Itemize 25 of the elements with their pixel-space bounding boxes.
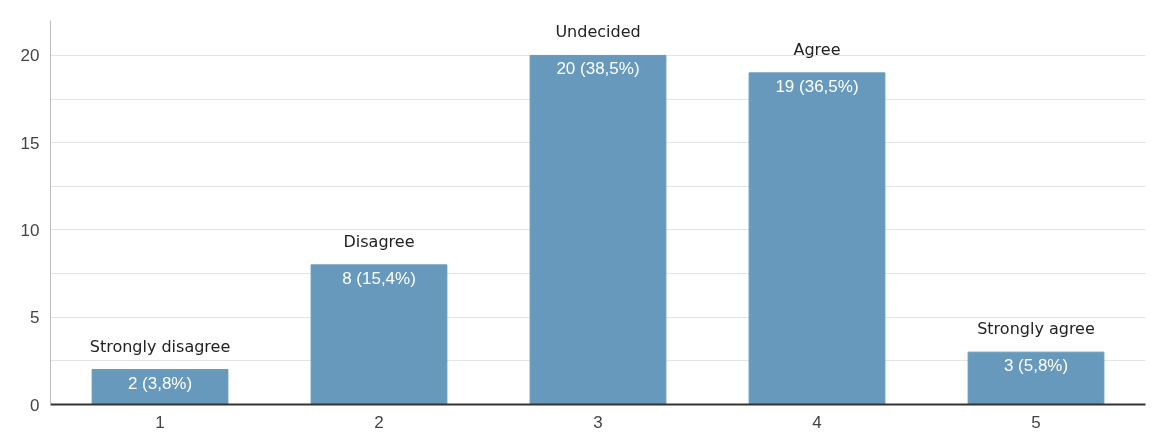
data-label: 2 (3,8%) [127,373,193,393]
y-tick-label: 0 [30,395,40,415]
y-tick-label: 10 [20,220,40,240]
annotation: Strongly agree [977,319,1095,339]
y-tick-label: 5 [30,308,40,328]
annotation: Disagree [343,231,415,251]
data-label: 19 (36,5%) [775,76,859,96]
annotation: Undecided [555,22,641,42]
x-tick-label: 3 [593,412,603,432]
bar [748,72,886,405]
annotation: Agree [793,39,841,59]
y-tick-label: 20 [20,46,40,66]
x-tick-label: 5 [1031,412,1041,432]
bar [91,369,229,405]
data-label: 8 (15,4%) [342,268,416,288]
x-tick-label: 2 [374,412,384,432]
bar [529,54,667,405]
bar [967,351,1105,405]
x-tick-label: 1 [155,412,165,432]
annotation: Strongly disagree [89,336,231,356]
data-label: 20 (38,5%) [556,59,640,79]
x-tick-label: 4 [812,412,822,432]
data-label: 3 (5,8%) [1003,356,1069,376]
bar [310,264,448,405]
y-tick-label: 15 [20,133,40,153]
